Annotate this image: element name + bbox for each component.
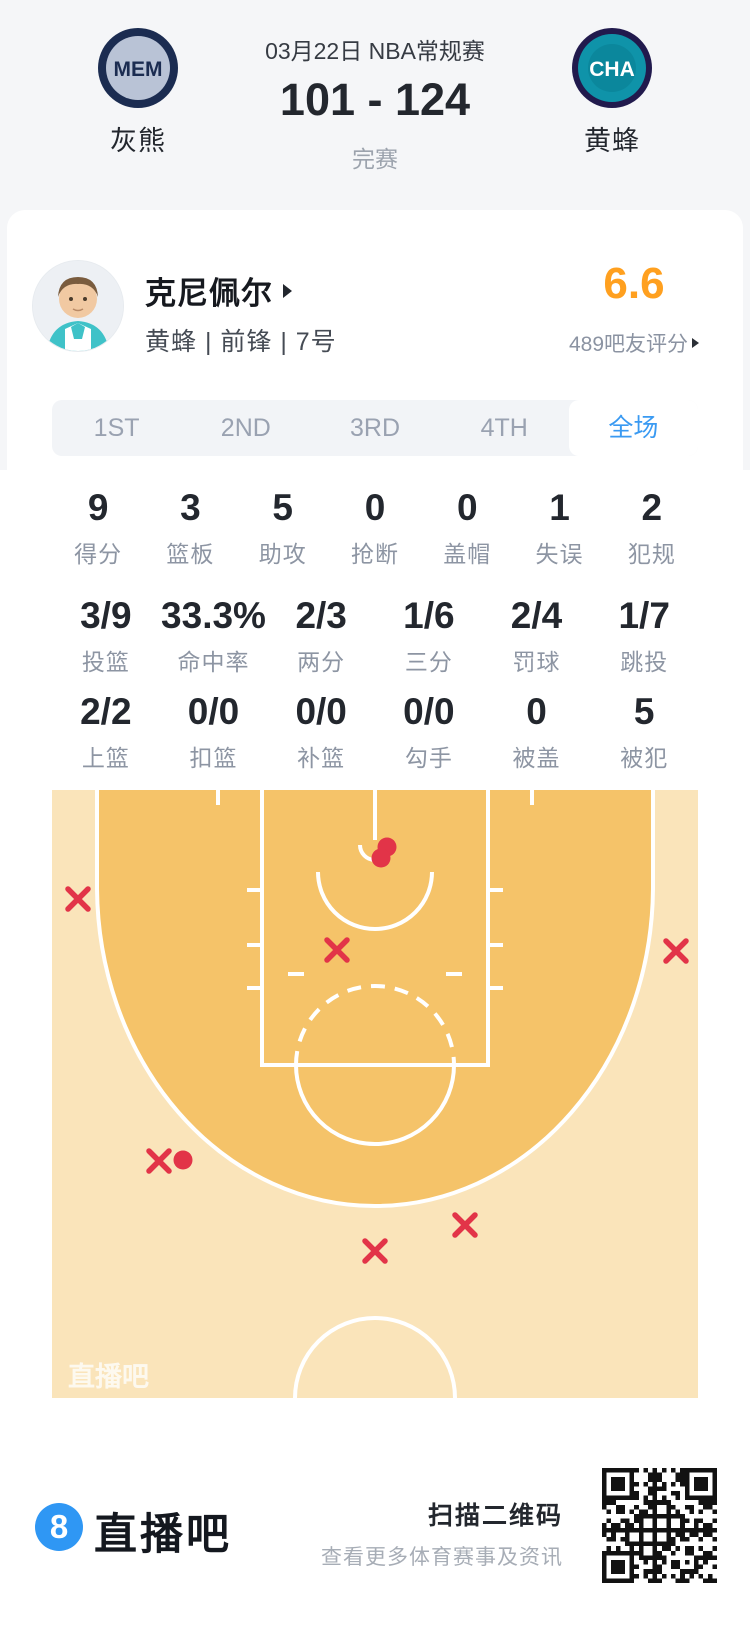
- three-point-line: [95, 790, 655, 1208]
- court-watermark: 直播吧: [68, 1362, 149, 1392]
- rating-caption: 489吧友评分: [568, 333, 689, 356]
- scoreboard-center: 03月22日 NBA常规赛 101 - 124 完赛: [185, 0, 565, 210]
- tab-2nd[interactable]: 2ND: [220, 414, 271, 442]
- tab-4th[interactable]: 4TH: [480, 414, 528, 442]
- away-team-name: 黄蜂: [584, 126, 640, 156]
- stat-rebounds: 3 篮板: [166, 487, 215, 568]
- caret-right-icon: [692, 338, 700, 348]
- player-name: 克尼佩尔: [145, 276, 273, 311]
- stat-blocks: 0 盖帽: [443, 487, 492, 568]
- three-point-area: [97, 790, 653, 1206]
- stat-blocked: 0 被盖: [512, 691, 561, 772]
- player-avatar[interactable]: [33, 261, 123, 351]
- away-team-block: CHA 黄蜂: [567, 27, 657, 158]
- lane-ticks-left: [247, 888, 262, 990]
- missed-shot-x: [452, 1212, 478, 1238]
- stat-3pt: 1/6 三分: [403, 595, 455, 676]
- scan-subtitle: 查看更多体育赛事及资讯: [321, 1546, 563, 1569]
- quarter-tabs: 1ST 2ND 3RD 4TH 全场: [52, 400, 699, 456]
- stat-dunk: 0/0 扣篮: [187, 691, 240, 772]
- missed-shot-x: [146, 1148, 172, 1174]
- made-shot-dot: [371, 848, 391, 868]
- center-circle: [293, 1316, 457, 1398]
- stat-jumpshot: 1/7 跳投: [618, 595, 670, 676]
- rating-block[interactable]: 6.6 489吧友评分: [534, 260, 734, 358]
- missed-shot-x: [65, 886, 91, 912]
- stat-layup: 2/2 上篮: [80, 691, 132, 772]
- shot-chart: 直播吧: [52, 790, 698, 1398]
- zhibo8-logo-icon: 8: [35, 1503, 83, 1551]
- tab-3rd[interactable]: 3RD: [350, 414, 401, 442]
- rating-caption-row: 489吧友评分: [534, 328, 734, 358]
- game-score: 101 - 124: [279, 74, 471, 125]
- stat-2pt: 2/3 两分: [295, 595, 347, 676]
- game-status: 完赛: [352, 146, 398, 172]
- grizzlies-logo-icon: MEM: [98, 28, 178, 108]
- stats-row-basic: 9 得分 3 篮板 5 助攻 0 抢断 0 盖帽 1 失误 2 犯规: [52, 488, 698, 569]
- player-stats-card: 克尼佩尔 黄蜂 | 前锋 | 7号 6.6 489吧友评分 1ST 2ND 3R…: [7, 210, 743, 1442]
- stat-hook: 0/0 勾手: [403, 691, 455, 772]
- stat-points: 9 得分: [74, 487, 123, 568]
- footer-brand: 直播吧: [94, 1511, 232, 1559]
- stat-tip-in: 0/0 补篮: [295, 691, 347, 772]
- stat-turnovers: 1 失误: [535, 487, 584, 568]
- footer-scan-block: 扫描二维码 查看更多体育赛事及资讯: [263, 1496, 563, 1571]
- shot-marks-layer: [65, 837, 689, 1264]
- missed-shot-x: [663, 938, 689, 964]
- lane-ticks-right: [488, 888, 503, 990]
- restricted-area-arc: [316, 871, 434, 931]
- player-meta: 黄蜂 | 前锋 | 7号: [145, 328, 337, 356]
- home-team-name: 灰熊: [110, 126, 166, 156]
- scoreboard: MEM 灰熊 03月22日 NBA常规赛 101 - 124 完赛 CHA 黄蜂: [0, 0, 750, 210]
- rating-value: 6.6: [603, 259, 665, 308]
- made-shot-dot: [173, 1150, 193, 1170]
- qr-code: [602, 1468, 717, 1583]
- stat-steals: 0 抢断: [350, 487, 399, 568]
- caret-right-icon: [283, 283, 292, 298]
- stat-assists: 5 助攻: [258, 487, 307, 568]
- stat-fg-pct: 33.3% 命中率: [161, 595, 266, 676]
- missed-shot-x: [362, 1238, 388, 1264]
- free-throw-circle-solid: [294, 1064, 456, 1146]
- scan-title: 扫描二维码: [427, 1502, 563, 1530]
- stat-ft: 2/4 罚球: [510, 595, 563, 676]
- tab-full-game[interactable]: 全场: [568, 400, 699, 456]
- missed-shot-x: [324, 937, 350, 963]
- player-name-row[interactable]: 克尼佩尔: [145, 268, 292, 313]
- svg-text:MEM: MEM: [114, 58, 163, 81]
- baseline-stubs: [216, 790, 534, 805]
- stat-fg: 3/9 投篮: [80, 595, 132, 676]
- tab-1st[interactable]: 1ST: [93, 414, 140, 442]
- stat-fouled: 5 被犯: [620, 691, 669, 772]
- lane-lines: [260, 790, 490, 1067]
- free-throw-circle-dashed: [294, 984, 456, 1066]
- stat-fouls: 2 犯规: [627, 487, 676, 568]
- stats-row-detail: 2/2 上篮 0/0 扣篮 0/0 补篮 0/0 勾手 0 被盖 5 被犯: [52, 692, 698, 773]
- hornets-logo-icon: CHA: [572, 28, 652, 108]
- game-title: 03月22日 NBA常规赛: [265, 38, 485, 64]
- svg-text:CHA: CHA: [589, 58, 635, 81]
- stats-row-shooting: 3/9 投篮 33.3% 命中率 2/3 两分 1/6 三分 2/4 罚球 1/7 跳投: [52, 596, 698, 677]
- home-team-block: MEM 灰熊: [93, 27, 183, 158]
